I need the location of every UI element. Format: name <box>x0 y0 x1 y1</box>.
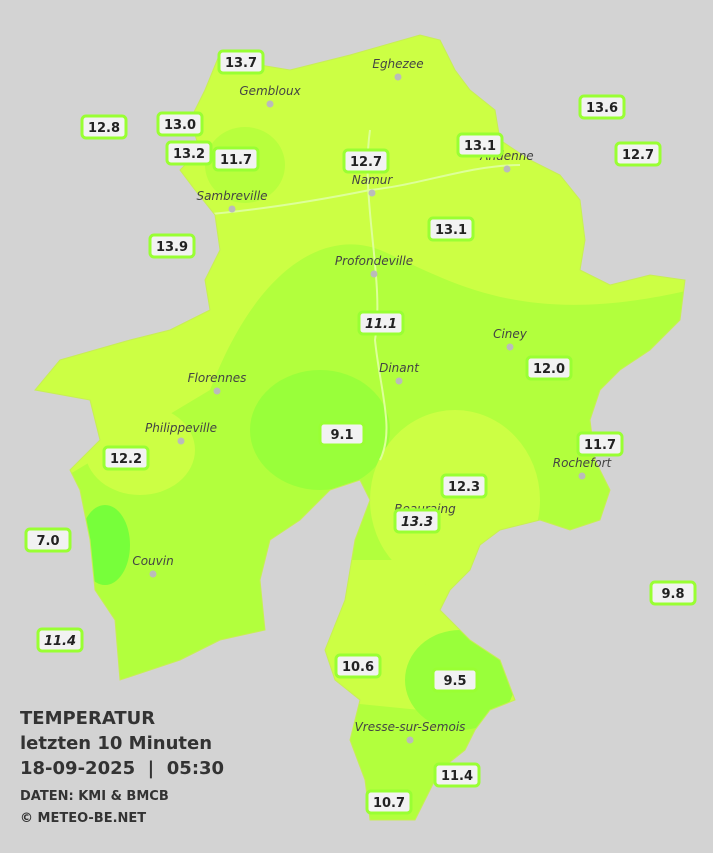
station-box <box>342 148 390 174</box>
station-box <box>365 789 413 815</box>
city-label: Namur <box>352 173 394 187</box>
station-box <box>578 94 626 120</box>
station-value: 12.7 <box>350 155 382 170</box>
station-value: 11.4 <box>44 634 76 649</box>
station-box <box>431 667 479 693</box>
city-label: Dinant <box>379 361 420 375</box>
station-box <box>357 310 405 336</box>
station-box <box>393 508 441 534</box>
station-box <box>649 580 697 606</box>
station-value: 12.2 <box>110 452 142 467</box>
city-dot <box>395 377 403 385</box>
city-dot <box>506 343 514 351</box>
station-box <box>525 355 573 381</box>
station-box <box>24 527 72 553</box>
station-value: 11.1 <box>365 317 397 332</box>
station-box <box>334 653 382 679</box>
city-label: Sambreville <box>196 189 267 203</box>
station-value: 9.5 <box>443 674 466 689</box>
station-value: 10.6 <box>342 660 374 675</box>
station-box <box>36 627 84 653</box>
station-box <box>433 762 481 788</box>
station-box <box>80 114 128 140</box>
station-value: 9.1 <box>330 428 353 443</box>
station-box <box>427 216 475 242</box>
city-dot <box>406 736 414 744</box>
station-value: 12.3 <box>448 480 480 495</box>
station-value: 12.8 <box>88 121 120 136</box>
city-dot <box>266 100 274 108</box>
station-box <box>456 132 504 158</box>
city-label: Philippeville <box>145 421 217 435</box>
station-value: 13.6 <box>586 101 618 116</box>
station-value: 12.7 <box>622 148 654 163</box>
source: DATEN: KMI & BMCB <box>20 789 169 804</box>
station-value: 9.8 <box>661 587 684 602</box>
city-label: Couvin <box>132 554 173 568</box>
city-dot <box>578 472 586 480</box>
city-dot <box>149 570 157 578</box>
station-value: 13.2 <box>173 147 205 162</box>
city-dot <box>370 270 378 278</box>
station-value: 13.9 <box>156 240 188 255</box>
station-value: 12.0 <box>533 362 565 377</box>
city-label: Rochefort <box>553 456 613 470</box>
station-value: 13.0 <box>164 118 196 133</box>
city-label: Gembloux <box>239 84 301 98</box>
city-dot <box>368 189 376 197</box>
station-value: 11.4 <box>441 769 473 784</box>
station-box <box>576 431 624 457</box>
city-dot <box>228 205 236 213</box>
city-label: Ciney <box>493 327 528 341</box>
station-box <box>148 233 196 259</box>
station-value: 13.1 <box>435 223 467 238</box>
subtitle: letzten 10 Minuten <box>20 733 212 754</box>
station-value: 13.1 <box>464 139 496 154</box>
station-box <box>614 141 662 167</box>
city-dot <box>503 165 511 173</box>
station-box <box>318 421 366 447</box>
station-value: 13.7 <box>225 56 257 71</box>
city-label: Eghezee <box>372 57 423 71</box>
city-dot <box>213 387 221 395</box>
station-box <box>217 49 265 75</box>
copyright: © METEO-BE.NET <box>20 811 146 826</box>
station-box <box>440 473 488 499</box>
city-dot <box>177 437 185 445</box>
city-label: Profondeville <box>335 254 413 268</box>
city-dot <box>394 73 402 81</box>
title: TEMPERATUR <box>20 708 155 729</box>
city-label: Vresse-sur-Semois <box>355 720 466 734</box>
station-box <box>102 445 150 471</box>
station-value: 7.0 <box>36 534 59 549</box>
station-value: 11.7 <box>220 153 252 168</box>
station-value: 10.7 <box>373 796 405 811</box>
datetime: 18-09-2025 | 05:30 <box>20 758 224 779</box>
station-box <box>156 111 204 137</box>
station-box <box>165 140 213 166</box>
station-value: 13.3 <box>401 515 433 530</box>
station-box <box>212 146 260 172</box>
city-label: Florennes <box>188 371 247 385</box>
station-value: 11.7 <box>584 438 616 453</box>
